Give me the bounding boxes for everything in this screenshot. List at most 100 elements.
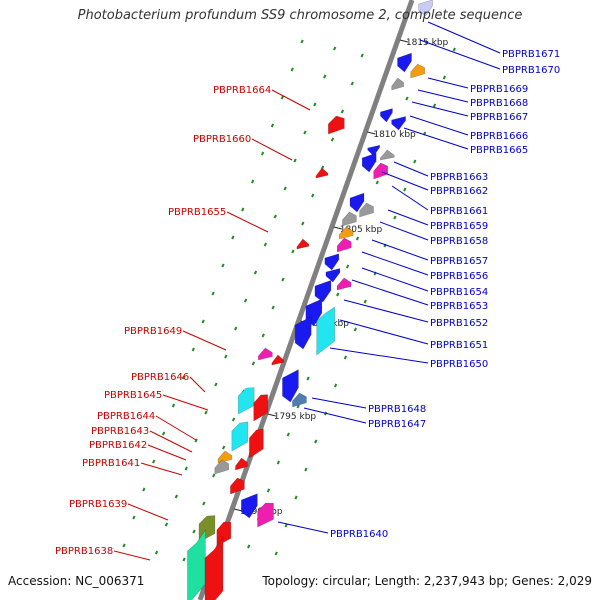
gene-feature — [294, 316, 312, 350]
track-dot — [294, 495, 298, 500]
label-leader — [387, 209, 429, 226]
label-leader — [147, 444, 187, 461]
track-dot — [152, 459, 156, 464]
track-dot — [363, 299, 367, 304]
track-dot — [261, 333, 265, 338]
track-dot — [345, 264, 350, 269]
track-dot — [283, 186, 287, 191]
gene-feature — [187, 529, 206, 600]
track-dot — [343, 355, 348, 360]
label-leader — [393, 161, 429, 177]
scale-label: 1810 kbp — [373, 130, 416, 140]
track-dot — [171, 403, 176, 408]
scale-tick — [234, 508, 243, 512]
gene-label-pbprb1648: PBPRB1648 — [368, 404, 426, 415]
track-dot — [221, 263, 225, 268]
track-dot — [212, 473, 216, 478]
gene-feature — [410, 63, 425, 79]
gene-feature — [342, 211, 357, 227]
gene-label-pbprb1666: PBPRB1666 — [470, 131, 528, 142]
scale-tick — [399, 39, 408, 43]
track-dot — [303, 130, 307, 135]
track-dot — [332, 46, 337, 51]
gene-feature — [241, 493, 258, 519]
label-leader — [391, 185, 429, 211]
track-dot — [273, 214, 277, 219]
label-leader — [182, 330, 227, 351]
track-dot — [211, 291, 215, 296]
gene-label-pbprb1661: PBPRB1661 — [430, 206, 488, 217]
track-dot — [231, 235, 235, 240]
track-dot — [182, 557, 186, 562]
label-leader — [379, 221, 429, 241]
label-leader — [381, 171, 429, 191]
gene-feature — [258, 347, 273, 361]
track-dot — [333, 383, 338, 388]
gene-feature — [373, 162, 389, 180]
track-dot — [291, 249, 295, 254]
gene-feature — [253, 394, 269, 422]
gene-label-pbprb1652: PBPRB1652 — [430, 318, 488, 329]
gene-feature — [324, 253, 340, 271]
label-leader — [113, 550, 151, 561]
gene-feature — [235, 457, 248, 471]
gene-feature — [349, 192, 365, 213]
label-leader — [403, 127, 469, 150]
gene-label-pbprb1664: PBPRB1664 — [213, 85, 271, 96]
track-dot — [161, 431, 166, 436]
track-dot — [306, 376, 310, 381]
gene-feature — [296, 238, 310, 250]
track-dot — [405, 96, 409, 101]
label-leader — [251, 138, 293, 161]
scale-label: 1795 kbp — [274, 412, 317, 422]
label-leader — [351, 279, 429, 306]
scale-label: 1805 kbp — [340, 225, 383, 235]
label-leader — [329, 347, 429, 364]
gene-label-pbprb1643: PBPRB1643 — [91, 426, 149, 437]
gene-feature — [338, 226, 354, 240]
gene-feature — [231, 421, 249, 452]
gene-feature — [316, 306, 336, 356]
track-dot — [360, 53, 364, 58]
track-dot — [281, 277, 285, 282]
gene-label-pbprb1647: PBPRB1647 — [368, 419, 426, 430]
track-dot — [313, 102, 317, 107]
gene-label-pbprb1670: PBPRB1670 — [502, 65, 560, 76]
gene-feature — [314, 279, 332, 303]
gene-feature — [217, 450, 233, 464]
gene-label-pbprb1657: PBPRB1657 — [430, 256, 488, 267]
track-dot — [314, 439, 318, 444]
track-dot — [201, 319, 205, 324]
gene-label-pbprb1653: PBPRB1653 — [430, 301, 488, 312]
track-dot — [301, 221, 305, 226]
gene-feature — [282, 369, 299, 403]
gene-label-pbprb1646: PBPRB1646 — [131, 372, 189, 383]
track-dot — [286, 432, 290, 437]
track-dot — [181, 375, 186, 380]
label-leader — [149, 430, 193, 453]
track-dot — [296, 404, 300, 409]
gene-label-pbprb1641: PBPRB1641 — [82, 458, 140, 469]
label-leader — [361, 267, 429, 292]
page-title: Photobacterium profundum SS9 chromosome … — [77, 8, 523, 23]
track-dot — [340, 109, 345, 114]
gene-feature — [230, 477, 245, 495]
gene-label-pbprb1667: PBPRB1667 — [470, 112, 528, 123]
track-dot — [191, 347, 195, 352]
track-dot — [243, 298, 248, 303]
label-leader — [155, 415, 197, 441]
gene-label-pbprb1650: PBPRB1650 — [430, 359, 488, 370]
gene-label-pbprb1655: PBPRB1655 — [168, 207, 226, 218]
gene-feature — [214, 459, 230, 475]
track-dot — [413, 159, 417, 164]
track-dot — [204, 410, 208, 415]
gene-feature — [391, 77, 405, 91]
track-dot — [323, 74, 327, 79]
track-dot — [222, 445, 226, 450]
track-dot — [164, 522, 169, 527]
track-dot — [231, 417, 236, 422]
gene-feature — [249, 428, 264, 459]
track-dot — [247, 544, 251, 549]
label-leader — [427, 21, 501, 54]
